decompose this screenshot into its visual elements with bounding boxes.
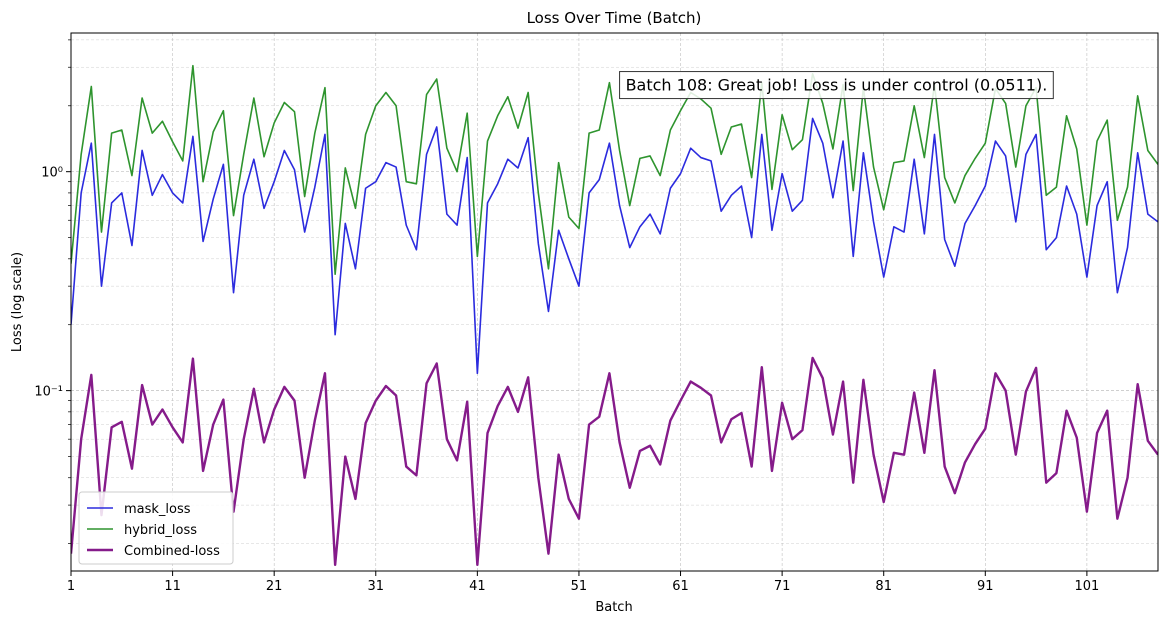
- x-tick-label: 11: [164, 579, 181, 594]
- x-tick-label: 31: [367, 579, 384, 594]
- y-axis-title: Loss (log scale): [10, 252, 25, 352]
- annotation-text: Batch 108: Great job! Loss is under cont…: [626, 76, 1048, 95]
- x-tick-label: 71: [774, 579, 791, 594]
- chart-title: Loss Over Time (Batch): [527, 9, 702, 27]
- y-tick-label: 10⁰: [41, 166, 63, 181]
- x-axis: 1 11 21 31 41 51 61 71 81 91 101: [67, 571, 1099, 594]
- x-tick-label: 41: [469, 579, 486, 594]
- x-tick-label: 1: [67, 579, 75, 594]
- plot-frame: [70, 32, 1159, 572]
- annotation-box: [619, 71, 1054, 100]
- plot-background: [71, 33, 1158, 571]
- x-tick-label: 21: [266, 579, 283, 594]
- legend-label-combined-loss: Combined-loss: [124, 544, 220, 559]
- x-axis-title: Batch: [595, 600, 632, 615]
- series-line-combined-loss: [71, 356, 1158, 567]
- series-line-hybrid-loss: [71, 64, 1158, 276]
- x-tick-label: 61: [672, 579, 689, 594]
- legend: mask_loss hybrid_loss Combined-loss: [78, 491, 234, 565]
- legend-label-hybrid-loss: hybrid_loss: [124, 523, 197, 538]
- x-tick-label: 91: [977, 579, 994, 594]
- x-tick-label: 51: [571, 579, 588, 594]
- x-tick-label: 101: [1074, 579, 1099, 594]
- series-line-mask-loss: [71, 117, 1158, 375]
- status-annotation: Batch 108: Great job! Loss is under cont…: [619, 71, 1054, 100]
- legend-label-mask-loss: mask_loss: [124, 502, 191, 517]
- y-tick-label: 10⁻¹: [34, 385, 63, 400]
- y-axis: 10⁻¹ 10⁰: [34, 39, 71, 544]
- x-tick-label: 81: [875, 579, 892, 594]
- grid-lines: [70, 33, 1158, 571]
- legend-box: [78, 491, 234, 565]
- series-layer: [71, 64, 1158, 567]
